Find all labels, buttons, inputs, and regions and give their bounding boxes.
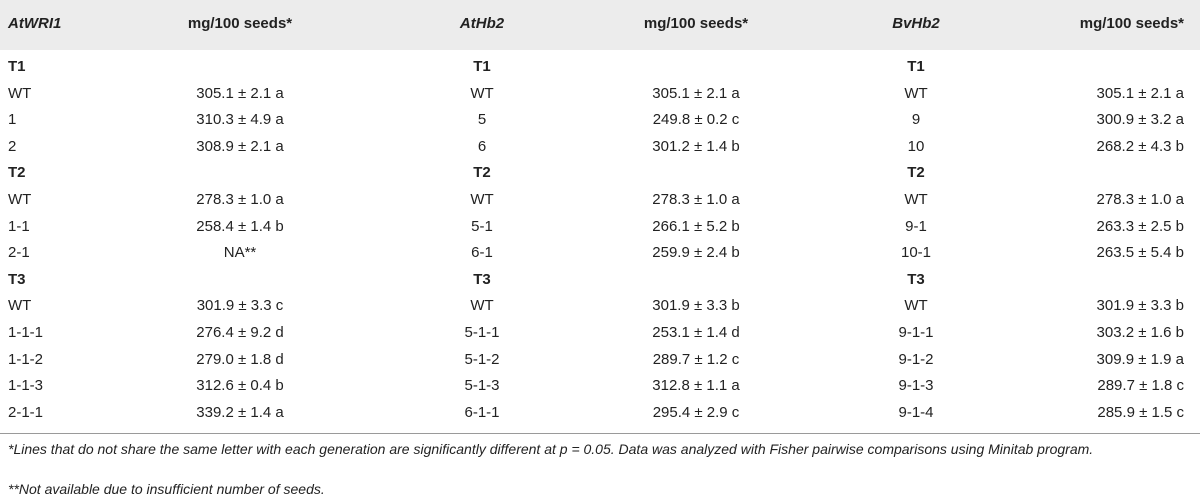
table-cell-text-r8-c3: T3 [473, 271, 491, 288]
table-cell-text-r9-c3: WT [470, 297, 494, 314]
table-cell-text-r11-c4: 289.7 ± 1.2 c [652, 351, 740, 368]
table-cell-r12-c1: 1-1-3 [8, 377, 44, 394]
table-cell-text-r11-c2: 279.0 ± 1.8 d [196, 351, 284, 368]
table-cell-text-r7-c3: 6-1 [471, 244, 493, 261]
table-cell-r6-c1: 1-1 [8, 218, 30, 235]
table-cell-r10-c1: 1-1-1 [8, 324, 44, 341]
table-cell-text-r8-c5: T3 [907, 271, 925, 288]
table-cell-text-r4-c3: T2 [473, 164, 491, 181]
table-bottom-rule [0, 433, 1200, 434]
table-cell-text-r6-c2: 258.4 ± 1.4 b [196, 218, 284, 235]
table-cell-r2-c6: 300.9 ± 3.2 a [1096, 111, 1184, 128]
table-cell-r13-c1: 2-1-1 [8, 404, 44, 421]
header-bvhb2-text: BvHb2 [892, 15, 940, 32]
header-mg-seeds-1-text: mg/100 seeds* [187, 15, 293, 32]
table-cell-r11-c1: 1-1-2 [8, 351, 44, 368]
table-cell-r3-c6: 268.2 ± 4.3 b [1096, 138, 1184, 155]
table-cell-text-r1-c2: 305.1 ± 2.1 a [196, 85, 284, 102]
table-cell-text-r13-c3: 6-1-1 [464, 404, 500, 421]
table-cell-text-r3-c3: 6 [477, 138, 487, 155]
table-cell-text-r3-c5: 10 [907, 138, 925, 155]
table-cell-r12-c6: 289.7 ± 1.8 c [1097, 377, 1184, 394]
table-cell-r5-c1: WT [8, 191, 32, 208]
table-cell-text-r9-c4: 301.9 ± 3.3 b [652, 297, 740, 314]
table-cell-text-r6-c3: 5-1 [471, 218, 493, 235]
table-cell-text-r5-c3: WT [470, 191, 494, 208]
header-atwri1: AtWRI1 [8, 15, 62, 32]
table-cell-r9-c1: WT [8, 297, 32, 314]
table-cell-text-r10-c5: 9-1-1 [898, 324, 934, 341]
table-cell-text-r11-c5: 9-1-2 [898, 351, 934, 368]
table-cell-text-r5-c2: 278.3 ± 1.0 a [196, 191, 284, 208]
table-cell-text-r13-c4: 295.4 ± 2.9 c [652, 404, 740, 421]
table-cell-text-r12-c5: 9-1-3 [898, 377, 934, 394]
table-cell-text-r2-c2: 310.3 ± 4.9 a [196, 111, 284, 128]
table-cell-text-r2-c4: 249.8 ± 0.2 c [652, 111, 740, 128]
header-mg-seeds-3: mg/100 seeds* [1079, 15, 1184, 32]
table-cell-text-r10-c4: 253.1 ± 1.4 d [652, 324, 740, 341]
table-cell-text-r10-c3: 5-1-1 [464, 324, 500, 341]
generation-label-r8-c1: T3 [8, 271, 26, 288]
table-cell-r10-c6: 303.2 ± 1.6 b [1096, 324, 1184, 341]
table-cell-r7-c6: 263.5 ± 5.4 b [1096, 244, 1184, 261]
table-cell-r5-c6: 278.3 ± 1.0 a [1096, 191, 1184, 208]
table-cell-text-r1-c4: 305.1 ± 2.1 a [652, 85, 740, 102]
header-athb2-text: AtHb2 [459, 15, 505, 32]
table-header: AtWRI1 mg/100 seeds* AtHb2 mg/100 seeds*… [0, 0, 1200, 50]
table-cell-text-r2-c5: 9 [911, 111, 921, 128]
table-cell-text-r2-c3: 5 [477, 111, 487, 128]
table-cell-text-r6-c5: 9-1 [905, 218, 927, 235]
table-cell-text-r1-c5: WT [904, 85, 928, 102]
table-cell-text-r0-c3: T1 [473, 58, 491, 75]
header-mg-seeds-2-text: mg/100 seeds* [643, 15, 749, 32]
table-cell-r6-c6: 263.3 ± 2.5 b [1096, 218, 1184, 235]
table-cell-text-r13-c5: 9-1-4 [898, 404, 934, 421]
table-cell-text-r7-c4: 259.9 ± 2.4 b [652, 244, 740, 261]
table-cell-text-r12-c2: 312.6 ± 0.4 b [196, 377, 284, 394]
table-cell-text-r3-c4: 301.2 ± 1.4 b [652, 138, 740, 155]
table-cell-r13-c6: 285.9 ± 1.5 c [1097, 404, 1184, 421]
table-cell-text-r7-c2: NA** [223, 244, 257, 261]
table-cell-text-r9-c2: 301.9 ± 3.3 c [196, 297, 284, 314]
table-cell-r3-c1: 2 [8, 138, 17, 155]
table-cell-r11-c6: 309.9 ± 1.9 a [1096, 351, 1184, 368]
table-cell-r9-c6: 301.9 ± 3.3 b [1096, 297, 1184, 314]
generation-label-r4-c1: T2 [8, 164, 26, 181]
table-cell-r2-c1: 1 [8, 111, 17, 128]
table-cell-text-r6-c4: 266.1 ± 5.2 b [652, 218, 740, 235]
footnote-significance: *Lines that do not share the same letter… [8, 441, 1094, 457]
table-cell-r7-c1: 2-1 [8, 244, 30, 261]
table-cell-text-r5-c4: 278.3 ± 1.0 a [652, 191, 740, 208]
table-cell-text-r11-c3: 5-1-2 [464, 351, 500, 368]
table-cell-r1-c6: 305.1 ± 2.1 a [1096, 85, 1184, 102]
table-cell-text-r3-c2: 308.9 ± 2.1 a [196, 138, 284, 155]
table-cell-text-r5-c5: WT [904, 191, 928, 208]
table-cell-text-r10-c2: 276.4 ± 9.2 d [196, 324, 284, 341]
table-cell-r1-c1: WT [8, 85, 32, 102]
table-cell-text-r12-c3: 5-1-3 [464, 377, 500, 394]
table-cell-text-r4-c5: T2 [907, 164, 925, 181]
table-cell-text-r0-c5: T1 [907, 58, 925, 75]
generation-label-r0-c1: T1 [8, 58, 26, 75]
table-cell-text-r9-c5: WT [904, 297, 928, 314]
table-cell-text-r7-c5: 10-1 [900, 244, 932, 261]
footnote-not-available: **Not available due to insufficient numb… [8, 481, 325, 497]
table-cell-text-r1-c3: WT [470, 85, 494, 102]
table-cell-text-r12-c4: 312.8 ± 1.1 a [652, 377, 740, 394]
table-cell-text-r13-c2: 339.2 ± 1.4 a [196, 404, 284, 421]
